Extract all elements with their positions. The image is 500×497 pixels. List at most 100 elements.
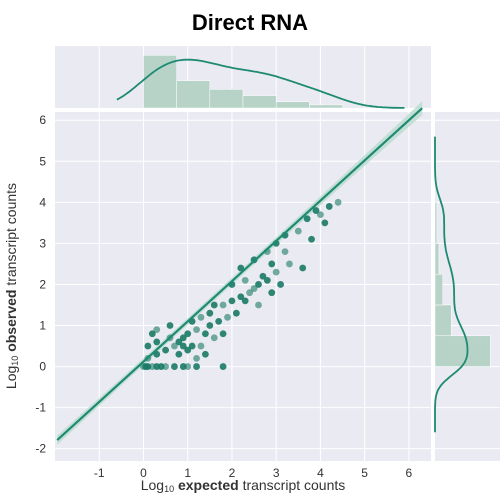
scatter-point [162,363,169,370]
scatter-point [153,338,161,346]
x-tick-labels: -1 0 1 2 3 4 5 6 [94,466,413,480]
top-hist-bar [209,89,244,109]
scatter-point [259,272,267,280]
scatter-point [153,326,161,334]
x-tick-label: 0 [140,466,147,480]
scatter-point [228,297,236,305]
scatter-point [184,346,192,354]
scatter-point [179,334,187,342]
y-tick-labels: -2 -1 0 1 2 3 4 5 6 [35,113,46,455]
regression-fit-line [56,107,423,441]
x-tick-label: 4 [317,466,324,480]
scatter-point [250,285,258,292]
scatter-point [325,203,333,210]
scatter-point [241,297,249,305]
scatter-point [219,301,227,309]
scatter-point [219,330,227,338]
top-histogram [143,55,343,109]
y-tick-label: 4 [39,195,46,209]
scatter-point [206,322,214,329]
scatter-point [210,334,218,342]
y-tick-label: 2 [39,277,46,291]
right-kde-curve [434,136,469,433]
y-tick-label: 1 [39,319,46,333]
x-tick-label: 6 [406,466,413,480]
scatter-point [272,268,280,276]
scatter-point [312,207,320,214]
y-tick-label: -1 [35,401,46,415]
scatter-point [206,309,214,317]
scatter-point [197,342,205,350]
top-hist-bar [275,101,310,109]
scatter-point [215,318,223,325]
scatter-point [308,235,315,243]
scatter-point [241,276,249,284]
top-kde-curve [116,58,405,109]
right-histogram [434,202,491,367]
scatter-point [171,363,178,370]
scatter-point [317,211,324,219]
scatter-point [286,260,293,268]
scatter-point [219,363,227,370]
scatter-point [268,289,276,297]
right-hist-bar [434,202,438,244]
scatter-points [140,198,342,370]
scatter-point [224,313,231,321]
scatter-point [193,363,200,370]
x-tick-label: 5 [361,466,368,480]
right-hist-bar [434,304,452,337]
scatter-point [334,198,342,206]
x-tick-label: 2 [229,466,236,480]
right-hist-bar [434,243,440,275]
scatter-point [175,350,183,358]
chart-title: Direct RNA [191,10,309,35]
scatter-point [193,326,200,334]
scatter-point [277,281,284,288]
scatter-point [281,248,289,256]
scatter-point [175,338,183,346]
scatter-point [210,301,218,309]
scatter-point [184,330,192,338]
y-axis-label: Log10 observed transcript counts [3,183,20,389]
scatter-point [232,309,240,317]
top-hist-bar [242,95,277,109]
x-tick-label: 3 [273,466,280,480]
scatter-point [237,293,245,301]
scatter-point [162,346,169,354]
scatter-point [179,342,187,350]
scatter-point [237,264,245,272]
scatter-point [321,219,329,227]
scatter-point [299,264,307,272]
y-tick-label: 6 [39,113,46,127]
x-tick-label: 1 [184,466,191,480]
y-tick-label: 5 [39,154,46,168]
scatter-point [268,260,276,268]
regression-line [56,107,423,441]
scatter-point [144,342,152,350]
kde-curves [116,58,469,433]
right-hist-bar [434,335,491,367]
y-tick-label: 0 [39,360,46,374]
scatter-point [184,363,192,370]
right-marginal-panel [435,112,500,461]
scatter-point [303,215,311,223]
scatter-point [171,342,178,350]
scatter-point [197,313,205,321]
scatter-point [255,301,262,309]
scatter-point [148,330,156,338]
top-hist-bar [176,80,211,109]
scatter-point [246,289,254,297]
scatter-point [188,342,196,350]
scatter-point [193,354,200,362]
right-hist-bar [434,273,444,306]
scatter-point [202,330,209,338]
scatter-point [255,281,262,288]
main-plot-panel [55,112,431,461]
scatter-point [202,350,209,358]
scatter-point [263,276,271,284]
top-hist-bar [309,104,343,109]
scatter-point [294,227,302,235]
y-tick-label: 3 [39,236,46,250]
x-tick-label: -1 [94,466,105,480]
